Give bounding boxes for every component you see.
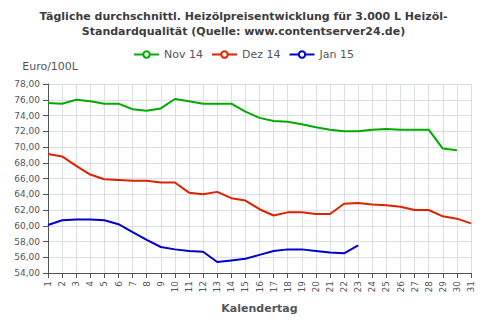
svg-text:23: 23: [353, 281, 363, 292]
svg-text:13: 13: [212, 281, 222, 292]
svg-text:54,00: 54,00: [14, 268, 40, 278]
svg-text:30: 30: [452, 281, 462, 293]
svg-text:18: 18: [283, 281, 293, 293]
svg-text:58,00: 58,00: [14, 237, 40, 247]
svg-text:19: 19: [297, 281, 307, 293]
svg-text:Dez 14: Dez 14: [242, 48, 281, 61]
svg-text:Jan 15: Jan 15: [319, 48, 354, 61]
svg-text:17: 17: [269, 281, 279, 292]
svg-text:12: 12: [198, 281, 208, 292]
svg-text:27: 27: [410, 281, 420, 292]
svg-text:22: 22: [339, 281, 349, 292]
svg-text:29: 29: [438, 281, 448, 293]
svg-text:74,00: 74,00: [14, 111, 40, 121]
svg-text:60,00: 60,00: [14, 221, 40, 231]
svg-text:31: 31: [466, 281, 476, 292]
svg-text:20: 20: [311, 281, 321, 293]
svg-text:6: 6: [114, 281, 124, 287]
svg-text:21: 21: [325, 281, 335, 292]
svg-text:24: 24: [367, 281, 377, 293]
svg-text:8: 8: [142, 281, 152, 287]
svg-text:10: 10: [170, 281, 180, 293]
svg-text:3: 3: [71, 281, 81, 287]
svg-text:11: 11: [184, 281, 194, 292]
svg-text:56,00: 56,00: [14, 252, 40, 262]
svg-text:64,00: 64,00: [14, 189, 40, 199]
svg-text:68,00: 68,00: [14, 158, 40, 168]
svg-text:16: 16: [255, 281, 265, 293]
svg-text:7: 7: [128, 281, 138, 287]
svg-text:25: 25: [381, 281, 391, 292]
svg-text:28: 28: [424, 281, 434, 293]
svg-text:66,00: 66,00: [14, 174, 40, 184]
svg-text:62,00: 62,00: [14, 205, 40, 215]
svg-text:15: 15: [240, 281, 250, 292]
svg-text:Euro/100L: Euro/100L: [22, 60, 79, 73]
svg-text:Standardqualität (Quelle: www.: Standardqualität (Quelle: www.contentser…: [82, 25, 405, 38]
svg-text:5: 5: [99, 281, 109, 287]
svg-text:Kalendertag: Kalendertag: [221, 302, 297, 315]
svg-text:14: 14: [226, 281, 236, 293]
svg-text:1: 1: [43, 281, 53, 287]
svg-text:72,00: 72,00: [14, 126, 40, 136]
svg-text:9: 9: [156, 281, 166, 287]
svg-text:78,00: 78,00: [14, 79, 40, 89]
svg-text:26: 26: [396, 281, 406, 293]
svg-text:Tägliche durchschnittl. Heizöl: Tägliche durchschnittl. Heizölpreisentwi…: [39, 10, 447, 23]
svg-text:Nov 14: Nov 14: [164, 48, 203, 61]
svg-text:76,00: 76,00: [14, 95, 40, 105]
svg-text:4: 4: [85, 281, 95, 287]
svg-text:2: 2: [57, 281, 67, 287]
svg-text:70,00: 70,00: [14, 142, 40, 152]
